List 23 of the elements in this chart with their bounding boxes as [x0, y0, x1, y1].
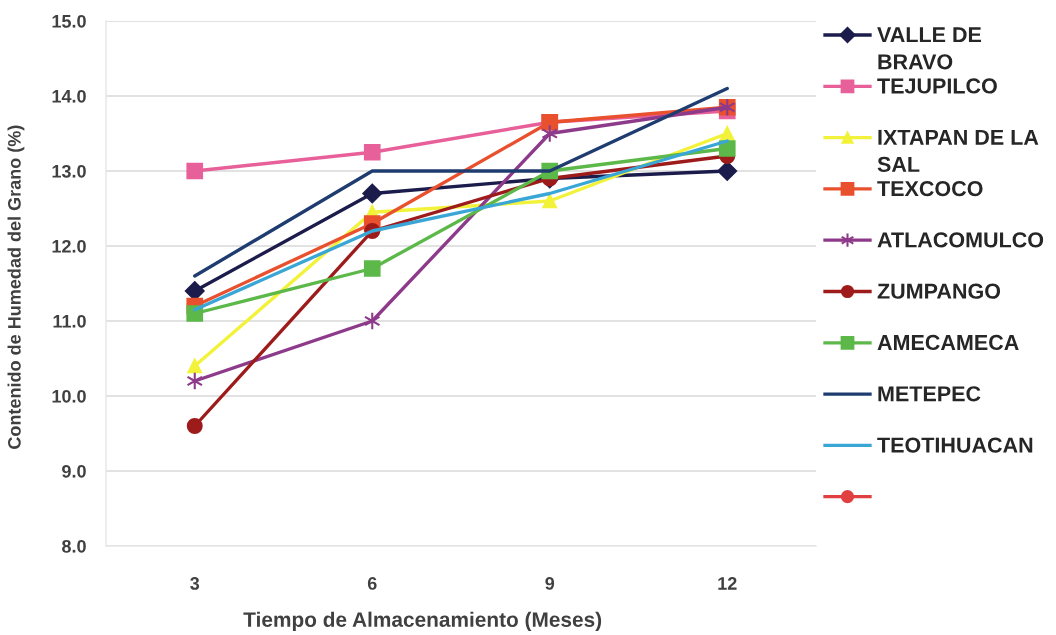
legend-label: ATLACOMULCO	[877, 232, 1044, 248]
legend-label: TEXCOCO	[877, 180, 983, 197]
legend-label: ZUMPANGO	[877, 283, 1001, 299]
x-tick-label: 3	[190, 577, 200, 590]
legend-label: TEJUPILCO	[877, 78, 997, 94]
y-tick-label: 8.0	[62, 539, 86, 553]
x-tick-label: 6	[367, 577, 377, 590]
y-tick-label: 11.0	[53, 314, 86, 328]
y-tick-label: 10.0	[52, 389, 86, 403]
x-axis-title: Tiempo de Almacenamiento (Meses)	[243, 611, 602, 632]
y-axis-title: Contenido de Humedad del Grano (%)	[7, 125, 25, 449]
y-tick-label: 9.0	[62, 464, 86, 478]
legend-label: METEPEC	[878, 386, 981, 402]
x-tick-label: 12	[718, 577, 737, 590]
y-tick-label: 15.0	[52, 14, 86, 28]
legend-label: VALLE DE BRAVO	[877, 27, 982, 70]
legend-label: TEOTIHUACAN	[877, 437, 1033, 453]
legend-label: AMECAMECA	[877, 334, 1019, 351]
y-tick-label: 14.0	[52, 89, 86, 103]
x-tick-label: 9	[545, 577, 555, 590]
y-tick-label: 12.0	[52, 239, 86, 253]
legend-label: IXTAPAN DE LA SAL	[877, 129, 1039, 172]
y-tick-label: 13.0	[52, 164, 86, 178]
